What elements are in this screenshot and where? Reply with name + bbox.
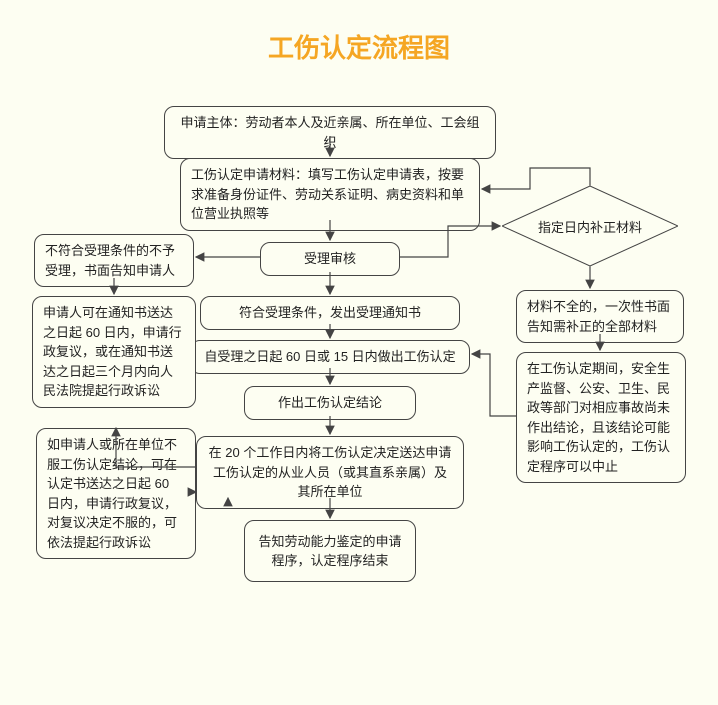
node-suspend-procedure: 在工伤认定期间，安全生产监督、公安、卫生、民政等部门对相应事故尚未作出结论，且该… — [516, 352, 686, 483]
node-acceptance-review: 受理审核 — [260, 242, 400, 276]
node-make-conclusion: 作出工伤认定结论 — [244, 386, 416, 420]
decision-label: 指定日内补正材料 — [538, 217, 642, 236]
node-incomplete-materials: 材料不全的，一次性书面告知需补正的全部材料 — [516, 290, 684, 343]
node-end-inform-appraisal: 告知劳动能力鉴定的申请程序，认定程序结束 — [244, 520, 416, 582]
node-admin-review-left: 申请人可在通知书送达之日起 60 日内，申请行政复议，或在通知书送达之日起三个月… — [32, 296, 196, 408]
chart-title: 工伤认定流程图 — [0, 28, 718, 65]
decision-supplement-within-date: 指定日内补正材料 — [502, 186, 678, 266]
node-disagree-review: 如申请人或所在单位不服工伤认定结论，可在认定书送达之日起 60 日内，申请行政复… — [36, 428, 196, 559]
node-meets-conditions: 符合受理条件，发出受理通知书 — [200, 296, 460, 330]
node-decision-timeline: 自受理之日起 60 日或 15 日内做出工伤认定 — [190, 340, 470, 374]
node-application-materials: 工伤认定申请材料：填写工伤认定申请表，按要求准备身份证件、劳动关系证明、病史资料… — [180, 158, 480, 231]
node-deliver-decision: 在 20 个工作日内将工伤认定决定送达申请工伤认定的从业人员（或其直系亲属）及其… — [196, 436, 464, 509]
node-applicant-subject: 申请主体：劳动者本人及近亲属、所在单位、工会组织 — [164, 106, 496, 159]
node-reject-notice: 不符合受理条件的不予受理，书面告知申请人 — [34, 234, 194, 287]
flowchart-canvas: 工伤认定流程图 申请主体：劳动者本人及近亲属、所在单位、工会组织 工伤认定申请材… — [0, 0, 718, 705]
